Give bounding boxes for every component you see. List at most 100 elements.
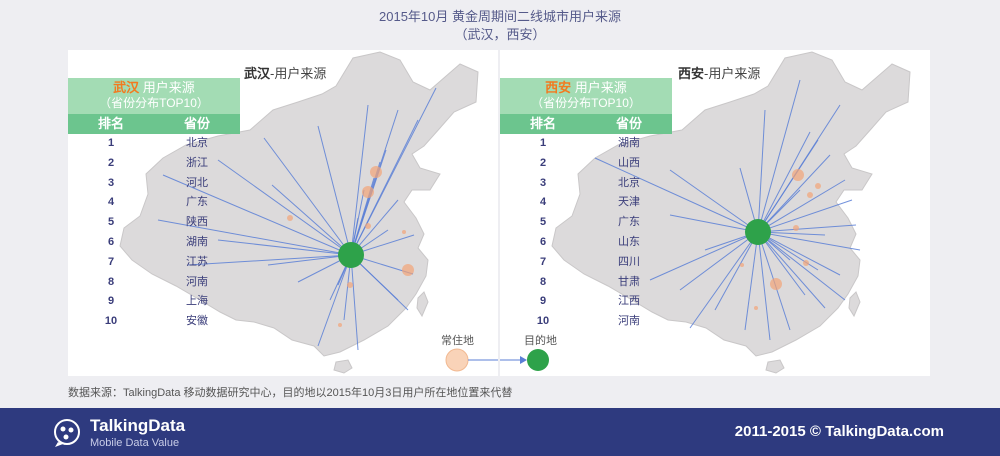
rank-cell: 4	[107, 196, 115, 209]
table-row: 9 江西	[500, 292, 672, 312]
china-map-shape	[119, 51, 479, 357]
province-cell: 湖南	[618, 137, 640, 149]
table-subtitle: （省份分布TOP10）	[531, 96, 641, 110]
talkingdata-logo-icon	[54, 419, 80, 447]
table-row: 4 天津	[500, 193, 672, 213]
xian-panel: 西安-用户来源 西安 用户来源 （省份分布TOP10） 排名 省份 1 湖南 2 山西…	[500, 50, 930, 376]
rank-cell: 7	[539, 255, 547, 268]
table-row: 2 浙江	[68, 154, 240, 174]
province-cell: 北京	[618, 176, 640, 189]
flow-line	[757, 231, 771, 341]
flow-line	[744, 231, 759, 331]
rank-cell: 9	[107, 295, 115, 308]
hainan-island	[333, 359, 353, 374]
table-title-city: 武汉	[113, 80, 140, 95]
origin-circle	[287, 215, 293, 221]
province-cell: 浙江	[186, 156, 208, 169]
origin-circle	[803, 260, 809, 266]
flow-line	[317, 254, 352, 347]
flow-line	[350, 254, 359, 351]
province-cell: 河南	[618, 315, 640, 328]
province-cell: 陕西	[186, 216, 208, 229]
flow-line	[162, 174, 352, 256]
table-subtitle: （省份分布TOP10）	[99, 96, 209, 110]
rank-cell: 6	[539, 235, 547, 248]
flow-line	[350, 104, 369, 256]
column-rank: 排名	[529, 116, 556, 131]
province-cell: 广东	[618, 216, 640, 229]
flow-line	[157, 219, 352, 256]
flow-line	[217, 239, 352, 256]
footer-bar: TalkingData Mobile Data Value 2011-2015 …	[0, 408, 1000, 456]
province-cell: 四川	[618, 255, 640, 268]
rank-table-columns: 排名 省份	[68, 114, 240, 134]
map-title-suffix: -用户来源	[270, 66, 327, 81]
rank-cell: 9	[539, 295, 547, 308]
flow-line	[271, 184, 352, 256]
origin-markers	[287, 166, 414, 327]
legend-destination-label: 目的地	[524, 335, 557, 347]
province-cell: 上海	[186, 295, 208, 308]
origin-markers	[740, 169, 821, 310]
rank-table-wuhan: 武汉 用户来源 （省份分布TOP10） 排名 省份 1 北京 2 浙江 3 河北 4 广东 5 陕…	[68, 78, 240, 332]
rank-table-header: 武汉 用户来源 （省份分布TOP10）	[68, 78, 240, 114]
province-cell: 河北	[186, 176, 208, 189]
table-row: 5 广东	[500, 213, 672, 233]
flow-line	[757, 231, 841, 276]
chart-title: 2015年10月 黄金周期间二线城市用户来源 （武汉，西安）	[0, 8, 1000, 44]
table-row: 10 安徽	[68, 312, 240, 332]
origin-circle	[770, 278, 782, 290]
origin-circle	[740, 263, 744, 267]
table-row: 4 广东	[68, 193, 240, 213]
footer-copyright: 2011-2015 © TalkingData.com	[734, 423, 944, 440]
flow-line	[689, 231, 759, 329]
flow-lines	[594, 79, 861, 341]
rank-cell: 1	[107, 137, 115, 149]
legend-origin-circle	[445, 348, 469, 372]
legend-destination-circle	[527, 349, 549, 371]
rank-table-header: 西安 用户来源 （省份分布TOP10）	[500, 78, 672, 114]
flow-line	[757, 109, 766, 233]
rank-cell: 7	[107, 255, 115, 268]
table-row: 9 上海	[68, 292, 240, 312]
origin-circle	[338, 323, 342, 327]
flow-line	[649, 231, 759, 281]
table-title-city: 西安	[545, 80, 572, 95]
province-cell: 安徽	[186, 315, 208, 328]
legend-origin-label: 常住地	[441, 335, 474, 347]
footer-slogan: Mobile Data Value	[90, 437, 180, 449]
wuhan-map	[119, 51, 498, 374]
map-title-city: 西安	[678, 66, 705, 81]
origin-circle	[370, 166, 382, 178]
table-row: 7 四川	[500, 253, 672, 273]
rank-cell: 4	[539, 196, 547, 209]
flow-line	[679, 231, 759, 291]
footer-brand: TalkingData	[90, 416, 186, 435]
province-cell: 甘肃	[618, 275, 640, 288]
rank-table-body: 1 北京 2 浙江 3 河北 4 广东 5 陕西 6 湖南 7 江苏 8 河南 9 上海 10 安徽	[68, 134, 240, 332]
destination-marker-wuhan	[338, 242, 364, 268]
table-row: 5 陕西	[68, 213, 240, 233]
xian-map	[500, 51, 911, 374]
table-title-suffix: 用户来源	[139, 80, 195, 95]
flow-line	[757, 104, 841, 233]
column-rank: 排名	[97, 116, 124, 131]
flow-line	[669, 169, 759, 233]
table-title-suffix: 用户来源	[571, 80, 627, 95]
province-cell: 北京	[186, 137, 208, 149]
flow-line	[594, 157, 759, 233]
rank-cell: 2	[107, 156, 115, 169]
province-cell: 河南	[186, 275, 208, 288]
flow-line	[350, 254, 409, 311]
table-row: 3 河北	[68, 174, 240, 194]
china-map-shape	[551, 51, 911, 357]
table-row: 6 湖南	[68, 233, 240, 253]
origin-circle	[754, 306, 758, 310]
title-line-2: （武汉，西安）	[454, 27, 546, 42]
table-row: 1 湖南	[500, 134, 672, 154]
column-province: 省份	[615, 116, 642, 131]
title-line-1: 2015年10月 黄金周期间二线城市用户来源	[379, 9, 621, 24]
rank-cell: 5	[107, 216, 115, 229]
taiwan-island	[416, 291, 429, 318]
flow-line	[267, 254, 352, 266]
